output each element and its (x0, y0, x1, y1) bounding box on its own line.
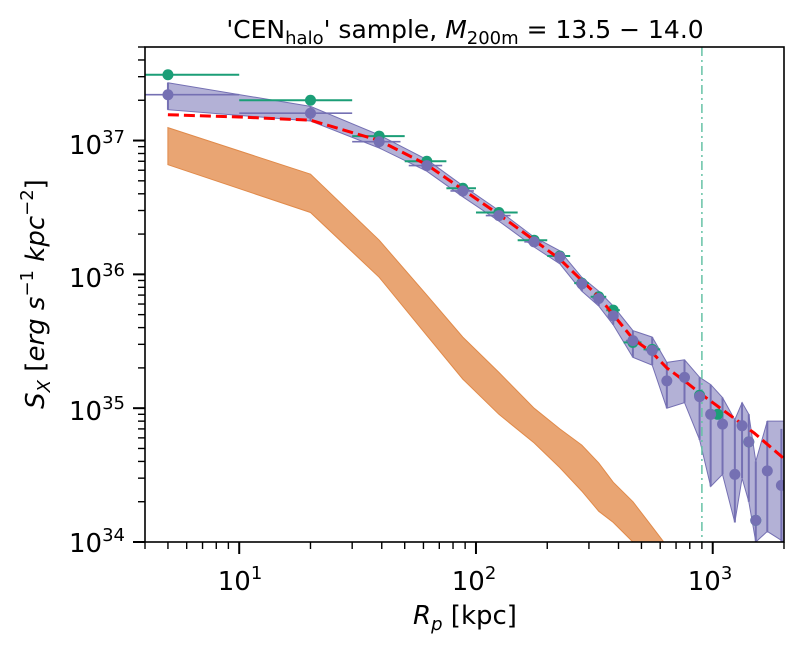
y-tick-label-34: 1034 (69, 525, 125, 559)
purple-point-3 (421, 160, 433, 172)
purple-band (167, 82, 784, 542)
axis-ticks (133, 46, 785, 554)
purple-point-16 (705, 408, 717, 420)
green-point-1 (304, 94, 316, 106)
y-tick-label-35: 1035 (69, 393, 125, 427)
x-axis-label: Rp [kpc] (413, 601, 517, 635)
purple-point-12 (646, 344, 658, 356)
orange-band (167, 126, 665, 542)
purple-point-22 (761, 465, 773, 477)
purple-point-8 (576, 278, 588, 290)
purple-point-20 (743, 436, 755, 448)
x-tick-label-1: 101 (218, 563, 263, 597)
purple-point-7 (554, 251, 566, 263)
purple-point-17 (717, 418, 729, 430)
x-tick-label-2: 102 (452, 563, 497, 597)
purple-point-2 (373, 136, 385, 148)
plot-frame (144, 46, 785, 543)
green-point-0 (162, 69, 174, 81)
purple-point-23 (775, 479, 784, 491)
purple-point-15 (694, 391, 706, 403)
purple-point-9 (593, 293, 605, 305)
purple-point-18 (729, 468, 741, 480)
purple-point-5 (493, 210, 505, 222)
purple-point-11 (627, 335, 639, 347)
purple-point-10 (607, 310, 619, 322)
purple-point-13 (661, 375, 673, 387)
purple-point-21 (750, 514, 762, 526)
purple-point-14 (679, 371, 691, 383)
chart-title: 'CENhalo' sample, M200m = 13.5 − 14.0 (226, 15, 703, 49)
purple-point-19 (736, 420, 748, 432)
y-tick-label-37: 1037 (69, 127, 125, 161)
purple-point-4 (457, 185, 469, 197)
x-tick-label-3: 103 (688, 563, 733, 597)
purple-point-0 (162, 89, 174, 101)
y-tick-label-36: 1036 (69, 260, 125, 294)
plot-area (145, 47, 784, 542)
y-axis-label: SX [erg s−1 kpc−2] (17, 179, 55, 409)
purple-point-1 (304, 107, 316, 119)
purple-point-6 (528, 236, 540, 248)
